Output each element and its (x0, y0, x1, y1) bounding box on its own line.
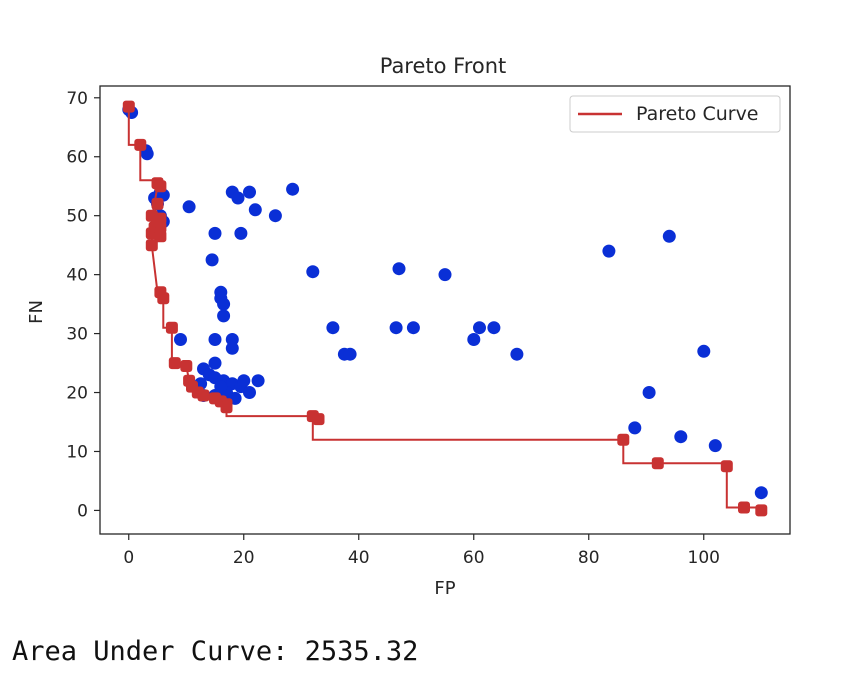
legend-box (569, 95, 781, 133)
x-tick-label: 60 (463, 548, 485, 568)
pareto-point (720, 460, 733, 473)
y-tick-label: 40 (66, 266, 88, 286)
pareto-front-chart: Pareto Front 0 20 40 60 80 100 0 10 20 30 40 50 60 7… (26, 54, 791, 599)
pareto-point (651, 457, 664, 470)
solution-point (662, 229, 676, 243)
solution-point (286, 182, 300, 196)
area-under-curve-output: Area Under Curve: 2535.32 (12, 636, 419, 667)
chart-title: Pareto Front (380, 54, 507, 78)
y-tick-label: 0 (77, 501, 88, 521)
solution-point (473, 321, 486, 335)
x-tick-label: 40 (348, 548, 370, 568)
solution-point (642, 386, 656, 399)
solution-point (208, 356, 222, 370)
y-axis-label: FN (26, 300, 47, 324)
solution-point (406, 321, 420, 335)
solution-point (243, 386, 256, 399)
solution-point (389, 321, 403, 335)
solution-point (306, 265, 320, 279)
solution-point (231, 191, 245, 205)
pareto-point (145, 239, 158, 252)
pareto-point (168, 357, 181, 370)
solution-point (208, 226, 222, 240)
solution-point (467, 333, 481, 346)
x-tick-label: 80 (578, 548, 600, 568)
pareto-point (312, 413, 325, 426)
pareto-point (220, 401, 233, 414)
solution-point (708, 439, 722, 453)
solution-point (217, 297, 231, 311)
solution-point (237, 374, 251, 388)
solution-point (697, 344, 711, 358)
solution-point (251, 374, 265, 388)
legend: Pareto Curve (569, 95, 781, 133)
solution-point (628, 421, 642, 435)
solution-point (326, 321, 340, 335)
pareto-point (154, 180, 167, 193)
pareto-point (134, 138, 147, 151)
solution-point (225, 341, 239, 355)
y-axis: 0 10 20 30 40 50 60 70 (66, 89, 100, 521)
solution-point (754, 486, 768, 500)
x-tick-label: 0 (123, 548, 134, 568)
pareto-point (165, 321, 178, 334)
y-tick-label: 50 (66, 207, 88, 227)
pareto-point (157, 292, 170, 305)
y-tick-label: 20 (66, 384, 88, 404)
y-tick-label: 10 (66, 442, 88, 462)
pareto-point (197, 389, 210, 402)
x-axis-label: FP (434, 578, 455, 599)
pareto-point (738, 501, 750, 514)
solution-point (674, 430, 688, 444)
solution-point (205, 253, 219, 267)
pareto-point (617, 433, 630, 446)
solution-point (487, 321, 501, 335)
pareto-point (151, 197, 164, 210)
solution-point (208, 333, 222, 346)
x-tick-label: 100 (688, 548, 720, 568)
solution-point (182, 200, 196, 214)
solution-point (268, 209, 282, 223)
solution-point (248, 203, 262, 217)
pareto-point (755, 504, 768, 517)
solution-point (217, 309, 231, 323)
x-tick-label: 20 (233, 548, 255, 568)
y-tick-label: 70 (66, 89, 88, 109)
plot-frame (99, 85, 791, 535)
solution-point (510, 347, 524, 361)
y-tick-label: 30 (66, 325, 88, 345)
legend-label-pareto-curve: Pareto Curve (636, 103, 759, 125)
solution-point (392, 262, 406, 276)
x-axis: 0 20 40 60 80 100 (123, 534, 720, 568)
solution-point (438, 268, 452, 282)
solution-point (243, 185, 256, 199)
y-tick-label: 60 (66, 148, 88, 168)
solution-point (174, 333, 187, 346)
pareto-point (122, 100, 135, 113)
pareto-point (180, 360, 193, 372)
pareto-point (154, 230, 167, 243)
solution-point (214, 380, 228, 394)
solution-point (602, 244, 616, 258)
solution-point (234, 226, 248, 240)
solution-point (343, 347, 357, 361)
